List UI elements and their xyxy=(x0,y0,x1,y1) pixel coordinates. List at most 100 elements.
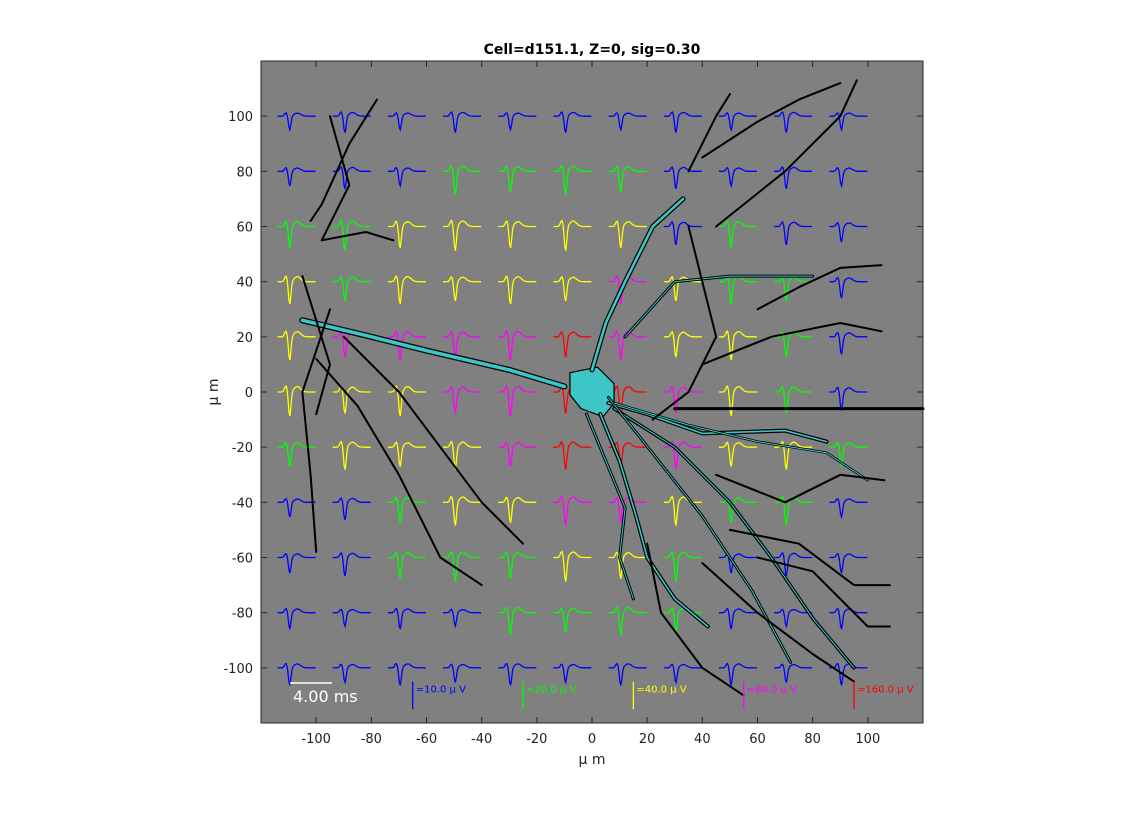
waveform-trace xyxy=(553,330,592,358)
waveform-trace xyxy=(387,167,426,189)
dendrite xyxy=(715,473,886,504)
dendrite-core xyxy=(613,402,869,481)
waveform-trace xyxy=(553,219,592,251)
y-tick-label: -60 xyxy=(232,552,253,567)
waveform-trace xyxy=(387,662,426,686)
dendrite xyxy=(687,93,731,173)
waveform-trace xyxy=(498,606,537,636)
waveform-trace xyxy=(663,166,702,189)
dendrite xyxy=(728,528,891,587)
time-scale-label: 4.00 ms xyxy=(293,687,358,706)
waveform-trace xyxy=(277,441,316,467)
amplitude-scale-legend: =10.0 μ V =20.0 μ V =40.0 μ V =80.0 μ V =160… xyxy=(412,681,914,710)
dendrite xyxy=(309,98,378,222)
waveform-trace xyxy=(608,165,647,192)
waveform-trace xyxy=(829,662,868,686)
waveform-trace xyxy=(608,385,647,417)
waveform-trace xyxy=(498,220,537,248)
waveform-trace xyxy=(663,663,702,685)
waveform-trace xyxy=(718,330,757,361)
waveform-trace xyxy=(829,112,868,132)
waveform-trace xyxy=(387,112,426,132)
y-tick-label: -100 xyxy=(223,662,253,677)
amplitude-scale-label: =10.0 μ V xyxy=(416,685,466,696)
waveform-trace xyxy=(498,441,537,467)
waveform-trace xyxy=(498,330,537,361)
waveform-trace xyxy=(553,550,592,582)
amplitude-scale-label: =80.0 μ V xyxy=(747,685,797,696)
waveform-trace xyxy=(553,111,592,133)
x-tick-label: 0 xyxy=(588,732,596,747)
waveform-trace xyxy=(277,497,316,518)
dendrite-core xyxy=(608,397,792,663)
waveform-trace xyxy=(443,275,482,302)
waveform-trace xyxy=(332,166,371,189)
waveform-trace xyxy=(443,663,482,683)
x-tick-label: 80 xyxy=(804,732,821,747)
y-tick-label: 60 xyxy=(236,221,253,236)
waveform-trace xyxy=(553,440,592,470)
amplitude-scale-label: =160.0 μ V xyxy=(857,685,914,696)
waveform-trace xyxy=(443,164,482,195)
waveform-trace xyxy=(277,385,316,417)
waveform-trace xyxy=(718,167,757,189)
y-tick-label: 100 xyxy=(228,110,253,125)
waveform-trace xyxy=(443,608,482,629)
waveform-trace xyxy=(332,552,371,577)
waveform-trace xyxy=(774,552,813,577)
waveform-trace xyxy=(608,496,647,523)
waveform-trace xyxy=(829,441,868,467)
waveform-trace xyxy=(553,606,592,633)
waveform-trace xyxy=(443,111,482,133)
waveform-trace xyxy=(443,385,482,414)
waveform-trace xyxy=(387,496,426,523)
waveform-trace xyxy=(829,276,868,299)
waveform-trace xyxy=(829,552,868,574)
dendrite-core xyxy=(613,408,855,669)
dendrite xyxy=(715,79,858,228)
waveform-trace xyxy=(608,220,647,248)
waveform-trace xyxy=(608,551,647,579)
waveform-trace xyxy=(277,166,316,187)
waveform-trace xyxy=(718,441,757,467)
waveform-trace xyxy=(498,385,537,417)
dendrite xyxy=(320,115,395,242)
waveform-trace xyxy=(774,608,813,629)
waveform-trace xyxy=(277,662,316,686)
waveform-trace xyxy=(663,221,702,246)
x-tick-label: -80 xyxy=(361,732,382,747)
waveform-trace xyxy=(553,495,592,526)
x-tick-label: -60 xyxy=(416,732,437,747)
waveform-trace xyxy=(387,330,426,361)
waveform-trace xyxy=(277,330,316,361)
x-tick-label: 60 xyxy=(749,732,766,747)
waveform-trace xyxy=(387,385,426,417)
waveform-trace xyxy=(443,330,482,358)
dendrite xyxy=(756,556,891,628)
waveform-trace xyxy=(718,220,757,248)
waveform-trace xyxy=(498,112,537,132)
waveform-trace xyxy=(332,111,371,133)
waveform-trace xyxy=(498,496,537,523)
waveform-trace xyxy=(829,386,868,411)
waveform-trace xyxy=(663,606,702,633)
waveform-trace xyxy=(332,275,371,302)
waveform-trace xyxy=(774,385,813,414)
waveform-trace xyxy=(277,220,316,248)
waveform-trace xyxy=(608,606,647,636)
waveform-trace xyxy=(387,551,426,579)
waveform-trace xyxy=(663,111,702,133)
x-tick-label: -100 xyxy=(301,732,331,747)
x-tick-label: 100 xyxy=(855,732,880,747)
waveform-trace xyxy=(663,550,702,582)
waveform-trace xyxy=(663,330,702,358)
waveform-trace xyxy=(829,166,868,189)
waveform-trace xyxy=(829,221,868,243)
dendrite xyxy=(646,542,745,697)
waveform-trace xyxy=(498,165,537,192)
soma xyxy=(569,366,615,418)
x-tick-label: 40 xyxy=(694,732,711,747)
neuron-morphology xyxy=(299,79,925,697)
waveform-trace xyxy=(718,552,757,574)
